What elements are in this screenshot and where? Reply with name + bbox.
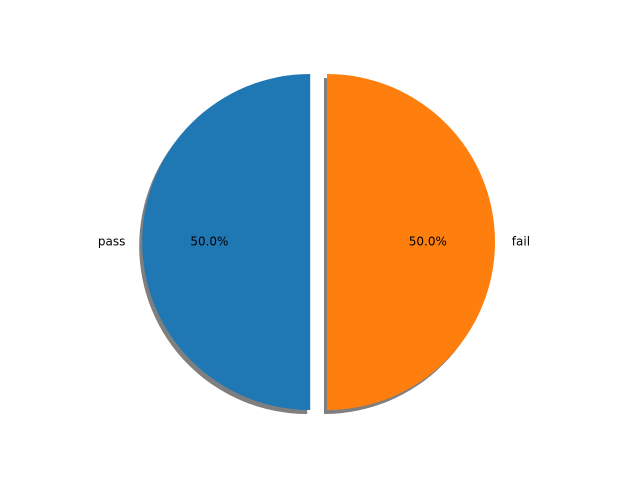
label-layer: pass 50.0% fail 50.0% [98, 235, 530, 249]
pie-label-pass: pass [98, 235, 125, 249]
pie-slice-pass [142, 74, 311, 410]
slice-layer [142, 74, 495, 410]
pie-slice-fail [327, 74, 495, 410]
pie-percent-label-pass: 50.0% [190, 235, 228, 249]
pie-percent-label-fail: 50.0% [409, 235, 447, 249]
pie-label-fail: fail [512, 235, 530, 249]
